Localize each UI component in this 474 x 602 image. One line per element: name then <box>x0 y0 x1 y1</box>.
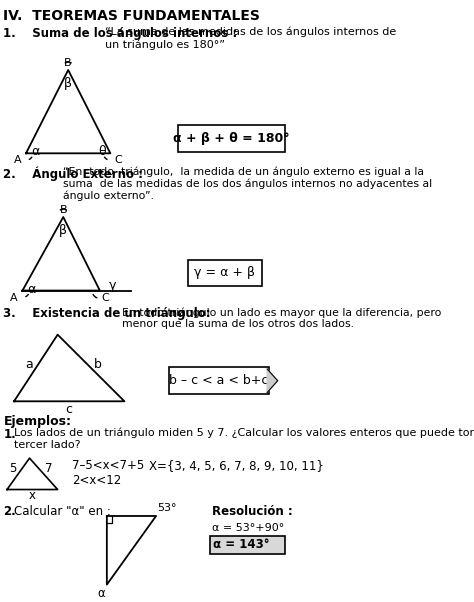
FancyBboxPatch shape <box>178 125 285 152</box>
Text: α: α <box>97 586 105 600</box>
FancyBboxPatch shape <box>169 367 269 394</box>
Text: 7: 7 <box>46 462 53 475</box>
Text: θ: θ <box>98 146 106 158</box>
Text: Ejemplos:: Ejemplos: <box>3 415 72 428</box>
Text: B: B <box>59 205 67 216</box>
Text: α + β + θ = 180°: α + β + θ = 180° <box>173 132 290 145</box>
Text: “En  todo  triángulo,  la medida de un ángulo externo es igual a la
suma  de las: “En todo triángulo, la medida de un ángu… <box>63 166 432 201</box>
Text: C: C <box>114 155 122 166</box>
Text: Los lados de un triángulo miden 5 y 7. ¿Calcular los valores enteros que puede t: Los lados de un triángulo miden 5 y 7. ¿… <box>14 428 474 450</box>
Text: Resolución :: Resolución : <box>212 505 293 518</box>
Text: b – c < a < b+c: b – c < a < b+c <box>169 374 268 387</box>
Text: C: C <box>101 293 109 302</box>
Text: IV.  TEOREMAS FUNDAMENTALES: IV. TEOREMAS FUNDAMENTALES <box>3 9 260 23</box>
Text: b: b <box>94 358 102 371</box>
FancyBboxPatch shape <box>188 260 262 285</box>
Text: 53°: 53° <box>157 503 177 513</box>
Text: β: β <box>64 77 72 90</box>
Text: α: α <box>31 146 39 158</box>
Text: A: A <box>13 155 21 166</box>
Text: A: A <box>10 293 18 302</box>
Text: X={3, 4, 5, 6, 7, 8, 9, 10, 11}: X={3, 4, 5, 6, 7, 8, 9, 10, 11} <box>149 459 324 472</box>
Text: α: α <box>27 283 36 296</box>
Text: 1.: 1. <box>3 428 16 441</box>
Text: 1.    Suma de los ángulos internos :: 1. Suma de los ángulos internos : <box>3 27 238 40</box>
Text: 7–5<x<7+5
2<x<12: 7–5<x<7+5 2<x<12 <box>72 459 144 487</box>
Text: α = 143°: α = 143° <box>213 538 270 551</box>
Text: 2.    Ángulo Externo :: 2. Ángulo Externo : <box>3 166 144 181</box>
Text: En todo triángulo un lado es mayor que la diferencia, pero
menor que la suma de : En todo triángulo un lado es mayor que l… <box>122 307 442 329</box>
Text: x: x <box>29 489 36 502</box>
Text: γ: γ <box>109 279 116 292</box>
Text: α = 53°+90°: α = 53°+90° <box>212 523 284 533</box>
Text: β: β <box>59 224 67 237</box>
Text: B: B <box>64 58 72 68</box>
Text: 2.: 2. <box>3 505 16 518</box>
Text: Calcular "α" en :: Calcular "α" en : <box>14 505 111 518</box>
Text: γ = α + β: γ = α + β <box>194 267 255 279</box>
FancyBboxPatch shape <box>210 536 285 554</box>
Text: a: a <box>25 358 33 371</box>
Polygon shape <box>267 369 278 393</box>
Text: 5: 5 <box>9 462 16 475</box>
Text: c: c <box>66 403 73 416</box>
Text: 3.    Existencia de un triángulo:: 3. Existencia de un triángulo: <box>3 307 211 320</box>
Text: “La suma de las medidas de los ángulos internos de
un triángulo es 180°”: “La suma de las medidas de los ángulos i… <box>105 27 397 49</box>
